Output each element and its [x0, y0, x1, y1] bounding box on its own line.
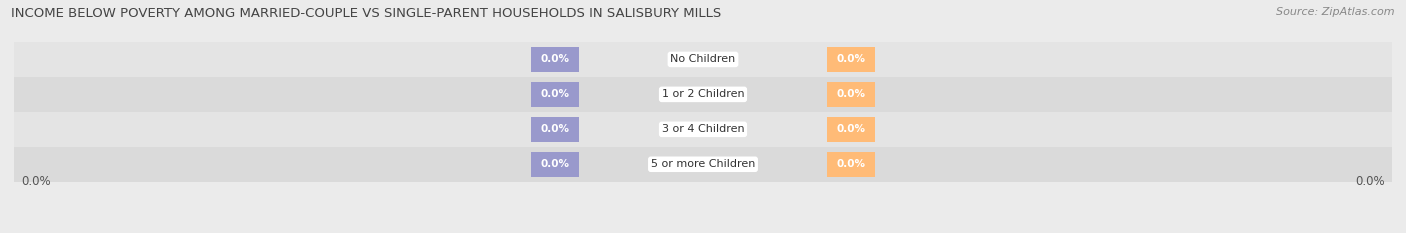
Bar [531, 47, 579, 72]
Bar [827, 152, 875, 177]
Text: 0.0%: 0.0% [540, 55, 569, 64]
Text: 0.0%: 0.0% [540, 159, 569, 169]
Text: Source: ZipAtlas.com: Source: ZipAtlas.com [1277, 7, 1395, 17]
Text: No Children: No Children [671, 55, 735, 64]
Text: 0.0%: 0.0% [540, 89, 569, 99]
Text: 5 or more Children: 5 or more Children [651, 159, 755, 169]
Text: 0.0%: 0.0% [837, 55, 866, 64]
Bar [827, 82, 875, 107]
Text: 0.0%: 0.0% [837, 159, 866, 169]
Bar [14, 147, 1392, 182]
Text: 0.0%: 0.0% [837, 124, 866, 134]
Bar [531, 117, 579, 142]
Text: 0.0%: 0.0% [21, 175, 51, 188]
Bar [14, 42, 1392, 77]
Text: 0.0%: 0.0% [837, 89, 866, 99]
Bar [827, 47, 875, 72]
Bar [531, 152, 579, 177]
Bar [14, 112, 1392, 147]
Text: 0.0%: 0.0% [540, 124, 569, 134]
Bar [827, 117, 875, 142]
Bar [14, 77, 1392, 112]
Text: 1 or 2 Children: 1 or 2 Children [662, 89, 744, 99]
Text: 3 or 4 Children: 3 or 4 Children [662, 124, 744, 134]
Text: 0.0%: 0.0% [1355, 175, 1385, 188]
Text: INCOME BELOW POVERTY AMONG MARRIED-COUPLE VS SINGLE-PARENT HOUSEHOLDS IN SALISBU: INCOME BELOW POVERTY AMONG MARRIED-COUPL… [11, 7, 721, 20]
Bar [531, 82, 579, 107]
